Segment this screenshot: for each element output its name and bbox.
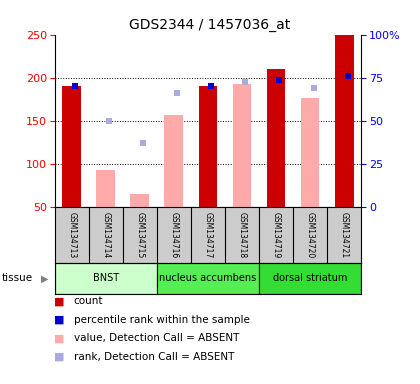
- Bar: [96, 170, 115, 207]
- Bar: [165, 115, 183, 207]
- Text: count: count: [74, 296, 103, 306]
- Text: GSM134713: GSM134713: [67, 212, 76, 258]
- Bar: [267, 69, 286, 207]
- Text: GSM134721: GSM134721: [340, 212, 349, 258]
- Text: GSM134718: GSM134718: [237, 212, 247, 258]
- Text: ■: ■: [54, 315, 64, 325]
- Point: [344, 73, 351, 79]
- Point: [276, 77, 283, 83]
- Point: [242, 79, 249, 85]
- Bar: [301, 98, 320, 207]
- Text: ■: ■: [54, 296, 64, 306]
- Text: GSM134720: GSM134720: [306, 212, 315, 258]
- Text: GSM134717: GSM134717: [203, 212, 213, 258]
- Text: dorsal striatum: dorsal striatum: [273, 273, 347, 283]
- Text: value, Detection Call = ABSENT: value, Detection Call = ABSENT: [74, 333, 239, 343]
- Bar: [259, 263, 361, 294]
- Point: [140, 139, 147, 146]
- Point: [174, 90, 181, 96]
- Text: GSM134715: GSM134715: [135, 212, 144, 258]
- Point: [106, 118, 113, 124]
- Bar: [130, 194, 149, 207]
- Text: nucleus accumbens: nucleus accumbens: [159, 273, 257, 283]
- Text: GDS2344 / 1457036_at: GDS2344 / 1457036_at: [129, 18, 291, 32]
- Text: ■: ■: [54, 333, 64, 343]
- Bar: [55, 263, 157, 294]
- Text: percentile rank within the sample: percentile rank within the sample: [74, 315, 249, 325]
- Point: [208, 83, 215, 89]
- Text: ■: ■: [54, 352, 64, 362]
- Text: ▶: ▶: [41, 273, 48, 283]
- Bar: [233, 84, 251, 207]
- Point: [310, 85, 317, 91]
- Bar: [199, 86, 217, 207]
- Text: GSM134716: GSM134716: [169, 212, 178, 258]
- Point: [72, 83, 79, 89]
- Text: tissue: tissue: [2, 273, 33, 283]
- Text: BNST: BNST: [93, 273, 119, 283]
- Bar: [335, 35, 354, 207]
- Bar: [62, 86, 81, 207]
- Text: GSM134714: GSM134714: [101, 212, 110, 258]
- Text: rank, Detection Call = ABSENT: rank, Detection Call = ABSENT: [74, 352, 234, 362]
- Bar: [157, 263, 259, 294]
- Text: GSM134719: GSM134719: [272, 212, 281, 258]
